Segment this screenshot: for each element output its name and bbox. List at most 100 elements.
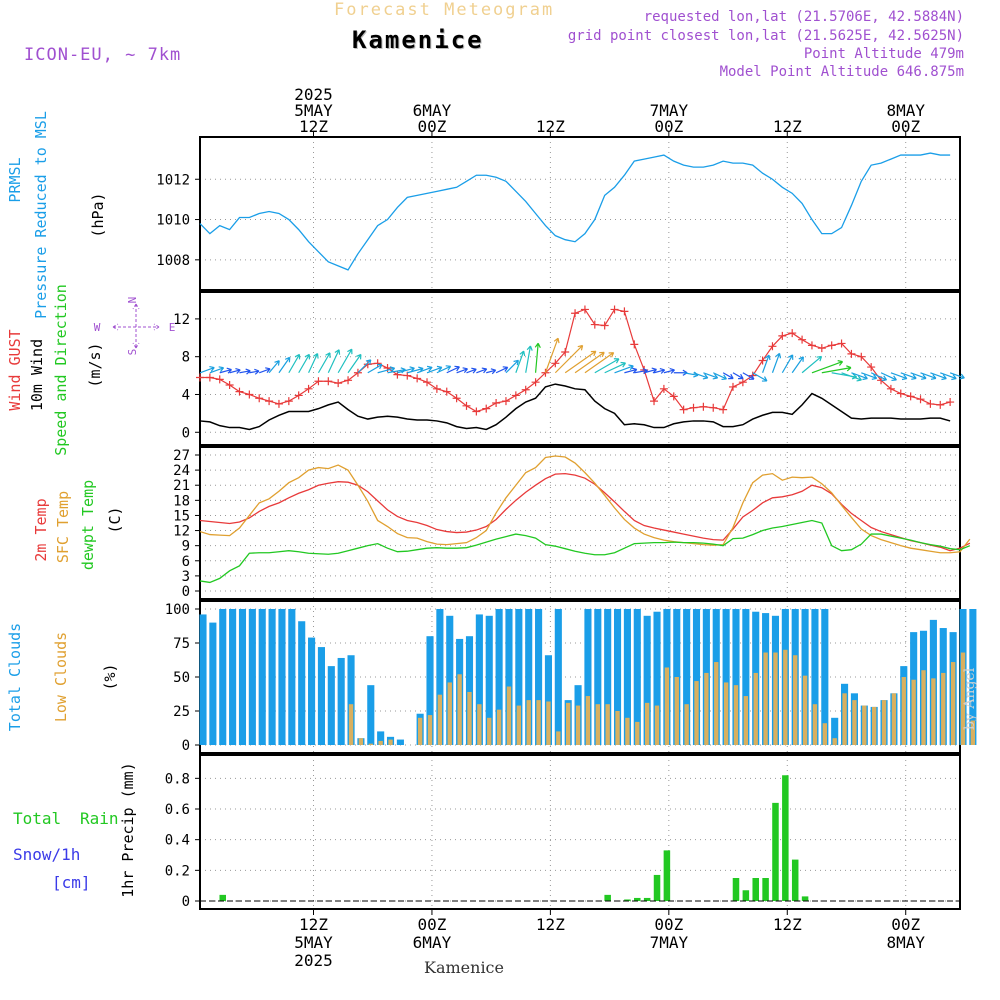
gust-marker [452,394,461,403]
gust-marker [531,378,540,387]
wind-ytick-label: 8 [182,350,190,366]
wind-arrow [811,360,844,374]
gust-marker [837,339,846,348]
gust-marker [393,370,402,379]
gust-marker [571,309,580,318]
low-cloud-bar [625,717,630,745]
temp-ytick-label: 15 [173,508,190,524]
gust-marker [669,392,678,401]
total-cloud-bar [821,609,829,745]
top-time-label: 00Z [417,117,446,136]
low-cloud-bar [595,704,600,745]
wind-arrow [890,372,908,381]
total-cloud-bar [653,611,661,745]
low-cloud-bar [793,655,798,745]
gust-line [200,308,951,413]
gust-marker [728,382,737,391]
rain-bar [791,859,799,901]
precip-ytick-label: 0.6 [165,802,190,818]
gust-marker [353,368,362,377]
low-cloud-bar [733,685,739,745]
wind-arrow [693,372,709,380]
total-cloud-bar [742,609,750,745]
total-cloud-bar [811,609,819,745]
point-altitude: Point Altitude 479m [803,46,964,62]
rain-label-total: Total [13,809,61,828]
total-cloud-bar [446,615,454,745]
gust-marker [215,375,224,384]
total-cloud-bar [278,609,286,745]
wind-arrow [564,350,597,374]
low-cloud-bar [970,720,976,745]
gust-marker [442,387,451,396]
low-cloud-bar [684,704,689,745]
low-cloud-bar [585,696,591,745]
top-time-label: 5MAY [294,101,333,120]
total-cloud-bar [308,637,316,745]
gust-marker [225,381,234,390]
gust-marker [857,352,866,361]
wind-arrow [604,361,627,374]
gust-marker [501,397,510,406]
precip-ytick-label: 0.8 [165,771,190,787]
rain-bar [801,896,809,901]
gust-marker [827,341,836,350]
low-cloud-bar [605,704,610,745]
gust-marker [620,307,629,316]
top-time-label: 12Z [536,117,565,136]
wind-arrow [594,358,620,374]
sfc-temp-axis-label: SFC Temp [54,491,72,563]
gust-marker [274,399,283,408]
wind-arrow [278,356,291,374]
wind-arrow [219,367,232,374]
gust-marker [373,359,382,368]
temp2m-axis-label: 2m Temp [32,498,50,561]
wind-arrow [554,344,584,374]
temp-ytick-label: 6 [182,554,190,570]
total-cloud-bar [732,609,740,745]
wind-arrow [495,366,509,374]
model-label: ICON-EU, ~ 7km [24,45,182,65]
wind10-line [199,383,951,431]
gust-marker [650,397,659,406]
low-cloud-bar [743,696,749,745]
wind-arrow [644,367,657,374]
rain-bar [762,878,769,901]
total-cloud-bar [396,739,404,745]
requested-coords: requested lon,lat (21.5706E, 42.5884N) [643,9,964,25]
low-cloud-bar [477,704,482,745]
rain-bar [643,897,651,901]
wind10-axis-label: 10m Wind [28,339,46,411]
wind-arrow [880,372,897,382]
wind-arrow [534,342,541,373]
low-cloud-bar [931,678,936,745]
total-cloud-bar [604,609,612,745]
wind-arrow [249,368,260,375]
total-cloud-bar [584,609,592,745]
low-cloud-bar [635,721,640,745]
wind-arrow [861,372,878,380]
total-cloud-bar [298,621,306,745]
gust-marker [205,373,214,382]
gust-marker [580,305,589,314]
gust-marker [788,329,797,338]
low-cloud-bar [753,672,758,745]
gust-marker [886,384,895,393]
low-cloud-bar [852,700,857,745]
wind-arrow [367,363,383,374]
total-cloud-bar [248,609,256,745]
clouds-ytick-label: 50 [173,670,190,686]
gust-marker [926,399,935,408]
low-cloud-bar [723,682,729,745]
wind-arrow [515,350,526,373]
wind-arrow [732,372,744,380]
precip-ytick-label: 0.4 [165,833,190,849]
rain-label-rain: Rain [80,809,119,828]
pressure-title-label: PRMSL [6,157,24,202]
wind-arrow [614,364,634,374]
total-cloud-bar [327,666,335,745]
low-cloud-bar [575,705,581,745]
wind-frame [199,291,961,446]
temp-ytick-label: 21 [173,478,190,494]
gust-marker [679,405,688,414]
